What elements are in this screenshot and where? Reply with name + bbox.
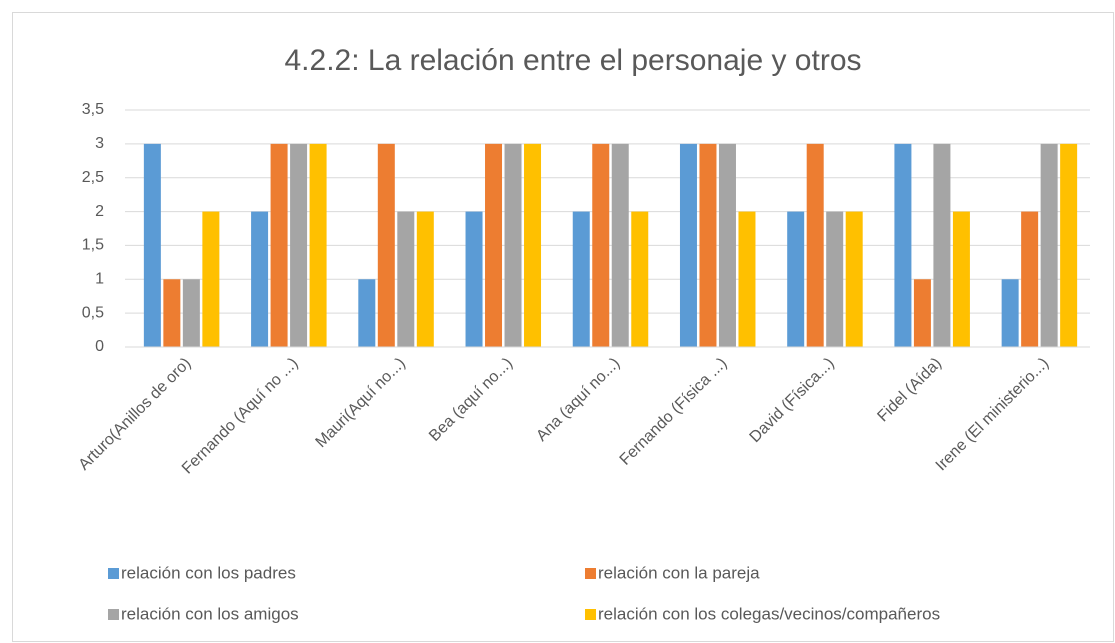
bar: [845, 211, 863, 347]
y-tick-label: 2,5: [82, 169, 104, 186]
bar: [465, 211, 483, 347]
legend-label: relación con los amigos: [121, 604, 299, 623]
legend-swatch: [108, 609, 119, 620]
y-tick-label: 0,5: [82, 304, 104, 321]
bar: [251, 211, 269, 347]
legend-swatch: [585, 609, 596, 620]
bar: [572, 211, 590, 347]
bar: [738, 211, 756, 347]
bar: [679, 143, 697, 347]
bar: [377, 143, 395, 347]
bar: [163, 279, 181, 347]
legend-label: relación con los colegas/vecinos/compañe…: [598, 604, 940, 623]
bar: [1001, 279, 1019, 347]
y-tick-label: 0: [95, 338, 104, 355]
bar: [933, 143, 951, 347]
bar: [270, 143, 288, 347]
bar: [182, 279, 200, 347]
legend-label: relación con la pareja: [598, 563, 760, 582]
chart-title: 4.2.2: La relación entre el personaje y …: [284, 44, 861, 77]
legend-swatch: [108, 568, 119, 579]
y-tick-label: 3: [95, 135, 104, 152]
bar: [485, 143, 503, 347]
bar: [718, 143, 736, 347]
bar: [592, 143, 610, 347]
bar: [1040, 143, 1058, 347]
legend-swatch: [585, 568, 596, 579]
legend-label: relación con los padres: [121, 563, 296, 582]
bar: [952, 211, 970, 347]
bar: [611, 143, 629, 347]
y-tick-label: 2: [95, 203, 104, 220]
bar: [290, 143, 308, 347]
y-tick-label: 1,5: [82, 237, 104, 254]
bar: [358, 279, 376, 347]
bar: [1060, 143, 1078, 347]
bar: [202, 211, 220, 347]
bar: [913, 279, 931, 347]
bar: [826, 211, 844, 347]
bar: [309, 143, 327, 347]
bar: [631, 211, 649, 347]
bar: [699, 143, 717, 347]
bar: [1021, 211, 1039, 347]
bar: [787, 211, 805, 347]
y-tick-label: 1: [95, 271, 104, 288]
bar: [397, 211, 415, 347]
bar: [504, 143, 522, 347]
bar: [806, 143, 824, 347]
bar: [143, 143, 161, 347]
bar: [416, 211, 434, 347]
y-tick-label: 3,5: [82, 101, 104, 118]
bar: [894, 143, 912, 347]
bar: [524, 143, 542, 347]
